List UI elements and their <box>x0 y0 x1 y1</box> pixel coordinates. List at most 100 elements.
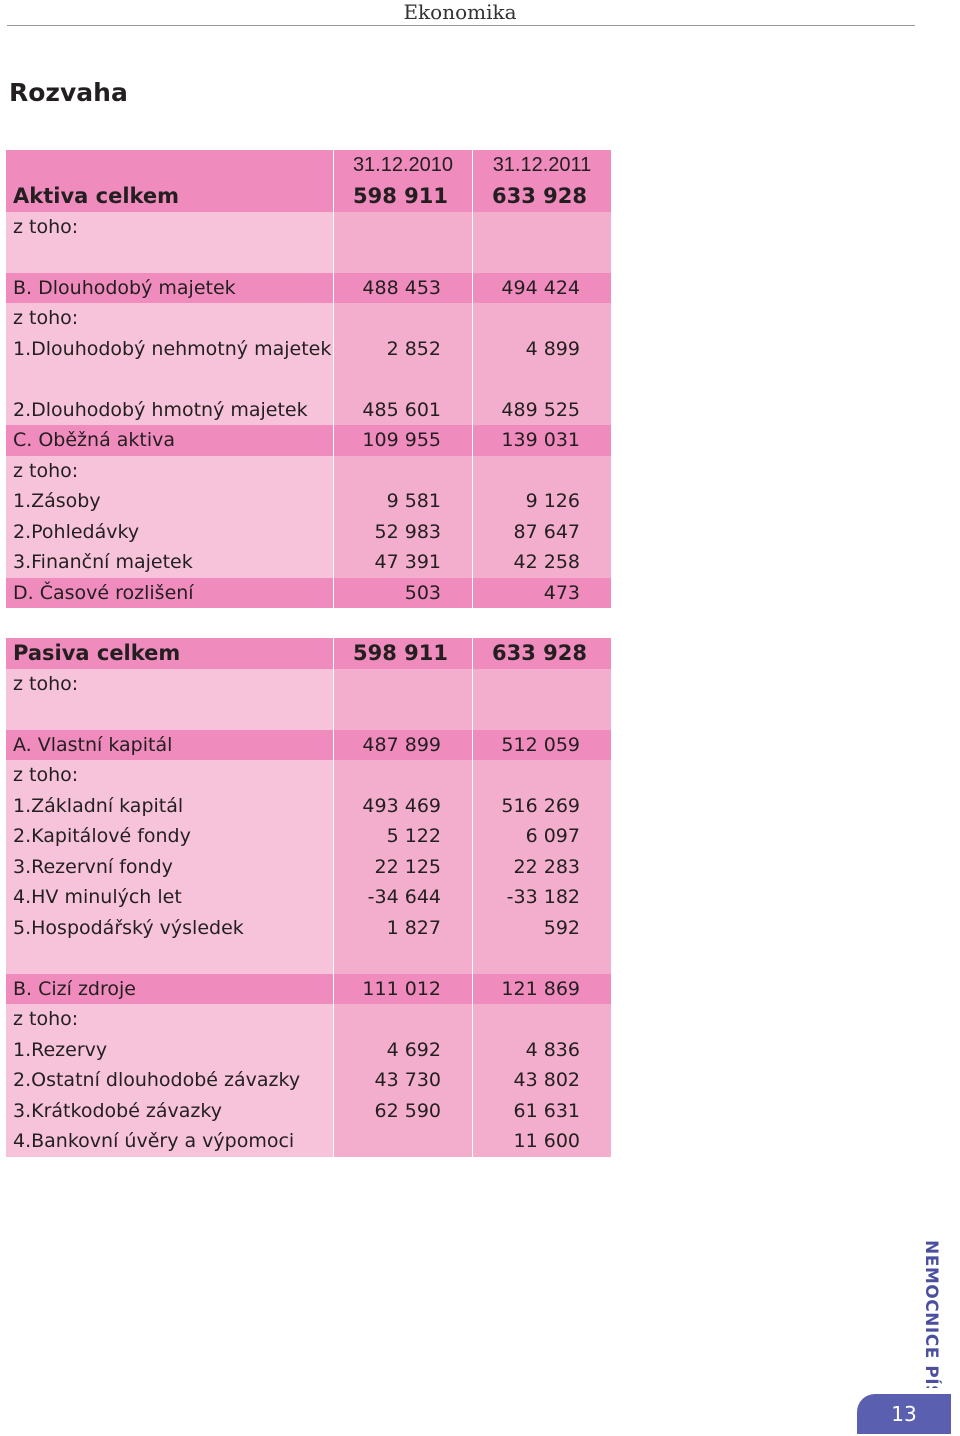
value-2011 <box>473 668 611 699</box>
row-label: 1.Dlouhodobý nehmotný majetek <box>6 333 333 364</box>
value-2011: 473 <box>473 577 611 608</box>
value-2010: 43 730 <box>334 1065 472 1096</box>
row-label: Pasiva celkem <box>6 638 333 669</box>
table-row: 3.Finanční majetek 47 391 42 258 <box>6 547 611 578</box>
value-2011 <box>473 608 611 638</box>
table-row: 1.Rezervy 4 692 4 836 <box>6 1034 611 1065</box>
value-2010 <box>334 1004 472 1035</box>
value-2010: 503 <box>334 577 472 608</box>
table-row <box>6 699 611 730</box>
value-2011: 139 031 <box>473 425 611 456</box>
value-2011: 31.12.2011 <box>473 150 611 181</box>
value-2010: 493 469 <box>334 790 472 821</box>
table-row: z toho: <box>6 455 611 486</box>
row-label: z toho: <box>6 455 333 486</box>
value-2011: 4 899 <box>473 333 611 364</box>
row-label <box>6 242 333 273</box>
row-label: 3.Finanční majetek <box>6 547 333 578</box>
value-2010: 5 122 <box>334 821 472 852</box>
page-number-badge: 13 <box>857 1394 951 1434</box>
value-2011: 4 836 <box>473 1034 611 1065</box>
value-2010: 62 590 <box>334 1095 472 1126</box>
table-row <box>6 242 611 273</box>
row-label: D. Časové rozlišení <box>6 577 333 608</box>
row-label: C. Oběžná aktiva <box>6 425 333 456</box>
table-row: 3.Krátkodobé závazky 62 590 61 631 <box>6 1095 611 1126</box>
value-2010 <box>334 608 472 638</box>
page-title: Rozvaha <box>9 78 128 107</box>
table-row: 1.Základní kapitál 493 469 516 269 <box>6 790 611 821</box>
value-2011 <box>473 699 611 730</box>
row-label: z toho: <box>6 760 333 791</box>
table-row: 31.12.2010 31.12.2011 <box>6 150 611 181</box>
row-label: 1.Rezervy <box>6 1034 333 1065</box>
value-2011 <box>473 760 611 791</box>
header-title: Ekonomika <box>403 0 517 24</box>
value-2010: 109 955 <box>334 425 472 456</box>
table-row: 2.Dlouhodobý hmotný majetek 485 601 489 52… <box>6 394 611 425</box>
row-label <box>6 943 333 974</box>
table-row: Pasiva celkem 598 911 633 928 <box>6 638 611 669</box>
row-label: 2.Dlouhodobý hmotný majetek <box>6 394 333 425</box>
value-2010: 47 391 <box>334 547 472 578</box>
value-2010: 52 983 <box>334 516 472 547</box>
value-2011 <box>473 242 611 273</box>
value-2010: 598 911 <box>334 638 472 669</box>
row-label: Aktiva celkem <box>6 181 333 212</box>
table-row: B. Dlouhodobý majetek 488 453 494 424 <box>6 272 611 303</box>
table-row: 2.Pohledávky 52 983 87 647 <box>6 516 611 547</box>
table-row: 1.Zásoby 9 581 9 126 <box>6 486 611 517</box>
row-label <box>6 364 333 395</box>
row-label <box>6 699 333 730</box>
row-label: 1.Základní kapitál <box>6 790 333 821</box>
row-label: 3.Rezervní fondy <box>6 851 333 882</box>
row-label: 2.Pohledávky <box>6 516 333 547</box>
value-2010 <box>334 668 472 699</box>
table-row: z toho: <box>6 1004 611 1035</box>
table-row: 2.Kapitálové fondy 5 122 6 097 <box>6 821 611 852</box>
row-label: A. Vlastní kapitál <box>6 729 333 760</box>
value-2011 <box>473 943 611 974</box>
table-row: z toho: <box>6 211 611 242</box>
value-2011: 9 126 <box>473 486 611 517</box>
table-row: 4.Bankovní úvěry a výpomoci 11 600 <box>6 1126 611 1157</box>
value-2010 <box>334 760 472 791</box>
value-2010 <box>334 211 472 242</box>
row-label: 3.Krátkodobé závazky <box>6 1095 333 1126</box>
row-label: 2.Kapitálové fondy <box>6 821 333 852</box>
balance-sheet-table: 31.12.2010 31.12.2011 Aktiva celkem 598 911… <box>6 150 611 1157</box>
value-2011: 11 600 <box>473 1126 611 1157</box>
table-row: A. Vlastní kapitál 487 899 512 059 <box>6 729 611 760</box>
table-row: B. Cizí zdroje 111 012 121 869 <box>6 973 611 1004</box>
table-row <box>6 364 611 395</box>
row-label: 5.Hospodářský výsledek <box>6 912 333 943</box>
value-2011: 633 928 <box>473 638 611 669</box>
value-2011: 61 631 <box>473 1095 611 1126</box>
row-label: 4.HV minulých let <box>6 882 333 913</box>
table-row: 2.Ostatní dlouhodobé závazky 43 730 43 802 <box>6 1065 611 1096</box>
value-2010 <box>334 455 472 486</box>
row-label: B. Cizí zdroje <box>6 973 333 1004</box>
row-label: z toho: <box>6 303 333 334</box>
table-row <box>6 943 611 974</box>
row-label: B. Dlouhodobý majetek <box>6 272 333 303</box>
hospital-logo-text: NEMOCNICE PÍSEK <box>921 1240 943 1388</box>
row-label: 2.Ostatní dlouhodobé závazky <box>6 1065 333 1096</box>
value-2010: 9 581 <box>334 486 472 517</box>
value-2010: 4 692 <box>334 1034 472 1065</box>
table-row: z toho: <box>6 303 611 334</box>
table-row: 4.HV minulých let -34 644 -33 182 <box>6 882 611 913</box>
value-2011: 22 283 <box>473 851 611 882</box>
row-label <box>6 608 333 638</box>
value-2011: 516 269 <box>473 790 611 821</box>
table-row: 5.Hospodářský výsledek 1 827 592 <box>6 912 611 943</box>
row-label: z toho: <box>6 1004 333 1035</box>
table-row: Aktiva celkem 598 911 633 928 <box>6 181 611 212</box>
value-2010: 488 453 <box>334 272 472 303</box>
row-label: z toho: <box>6 211 333 242</box>
value-2011: 489 525 <box>473 394 611 425</box>
value-2010 <box>334 364 472 395</box>
value-2010 <box>334 699 472 730</box>
value-2011: 121 869 <box>473 973 611 1004</box>
value-2010: 598 911 <box>334 181 472 212</box>
